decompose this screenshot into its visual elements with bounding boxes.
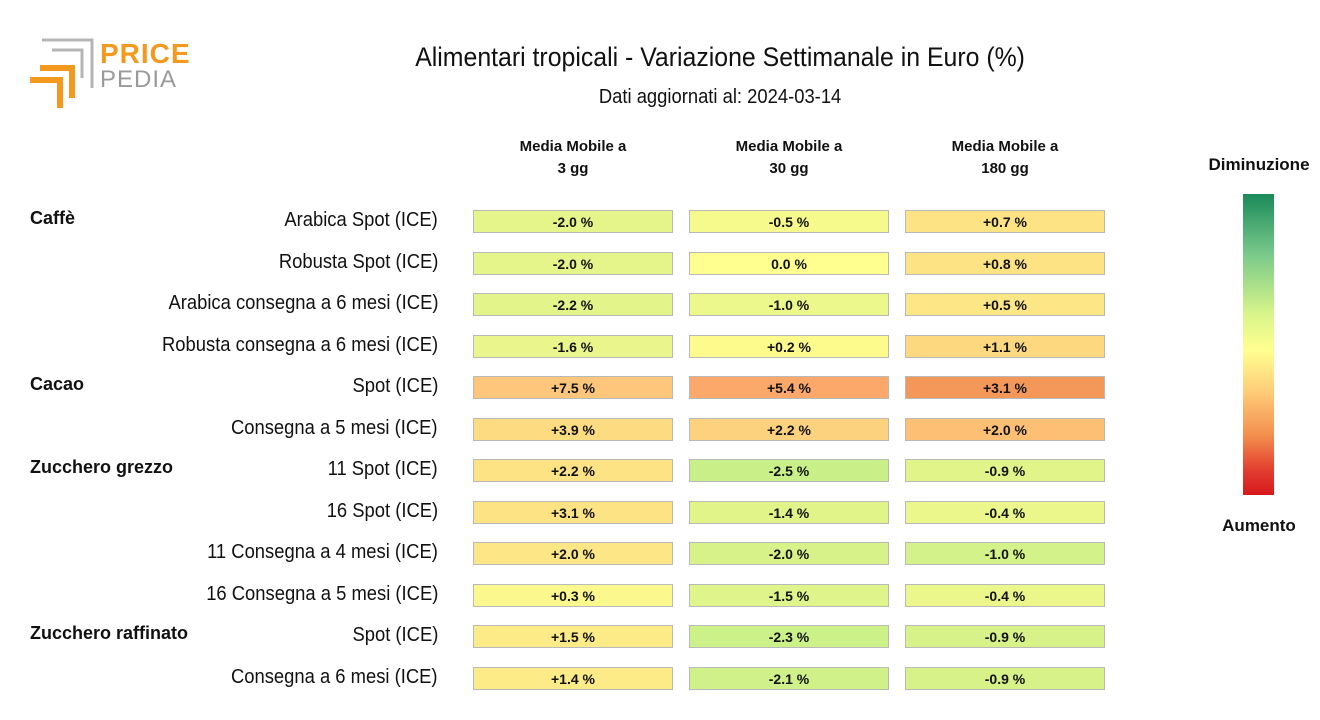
heatmap-cell: -0.9 % [905, 667, 1105, 690]
row-label: Arabica Spot (ICE) [284, 209, 438, 231]
heatmap-cell: +3.9 % [473, 418, 673, 441]
heatmap-cell: -0.5 % [689, 210, 889, 233]
column-header-3gg: Media Mobile a 3 gg [473, 136, 673, 180]
row-label: Robusta consegna a 6 mesi (ICE) [161, 334, 438, 356]
column-header-line: Media Mobile a [735, 138, 843, 155]
heatmap-cell: +3.1 % [473, 501, 673, 524]
heatmap-cell: +5.4 % [689, 376, 889, 399]
column-header-30gg: Media Mobile a 30 gg [689, 136, 889, 180]
row-label: 16 Spot (ICE) [326, 500, 438, 522]
heatmap-cell: -1.6 % [473, 335, 673, 358]
chart-subtitle: Dati aggiornati al: 2024-03-14 [598, 86, 842, 108]
group-label: Cacao [30, 374, 85, 394]
logo-text-price: PRICE [100, 38, 191, 69]
row-label: Spot (ICE) [352, 375, 438, 397]
pricepedia-logo [30, 38, 94, 108]
heatmap-cell: -0.4 % [905, 501, 1105, 524]
heatmap-cell: -2.0 % [473, 252, 673, 275]
column-header-line: 30 gg [769, 160, 809, 177]
row-label: Spot (ICE) [352, 624, 438, 646]
row-label: 16 Consegna a 5 mesi (ICE) [205, 583, 438, 605]
row-label: 11 Consegna a 4 mesi (ICE) [207, 541, 438, 563]
legend-label-increase: Aumento [1222, 516, 1296, 535]
heatmap-cell: -1.0 % [689, 293, 889, 316]
heatmap-cell: -2.3 % [689, 625, 889, 648]
legend-label-decrease: Diminuzione [1208, 155, 1310, 174]
heatmap-cell: +0.8 % [905, 252, 1105, 275]
heatmap-cell: +1.4 % [473, 667, 673, 690]
heatmap-cell: -0.9 % [905, 459, 1105, 482]
heatmap-cell: -2.0 % [689, 542, 889, 565]
heatmap-cell: -0.4 % [905, 584, 1105, 607]
heatmap-cell: +2.0 % [905, 418, 1105, 441]
heatmap-cell: -2.5 % [689, 459, 889, 482]
logo-text-pedia: PEDIA [100, 66, 178, 93]
heatmap-cell: -1.5 % [689, 584, 889, 607]
column-header-line: 3 gg [557, 160, 589, 177]
heatmap-cell: +0.5 % [905, 293, 1105, 316]
row-label: Robusta Spot (ICE) [278, 251, 438, 273]
group-label: Caffè [30, 208, 76, 228]
heatmap-cell: +0.7 % [905, 210, 1105, 233]
row-label: Consegna a 6 mesi (ICE) [231, 666, 438, 688]
row-label: 11 Spot (ICE) [327, 458, 438, 480]
heatmap-cell: +3.1 % [905, 376, 1105, 399]
group-label: Zucchero grezzo [30, 457, 174, 477]
chart-title: Alimentari tropicali - Variazione Settim… [415, 42, 1025, 72]
heatmap-cell: 0.0 % [689, 252, 889, 275]
heatmap-cell: -2.2 % [473, 293, 673, 316]
heatmap-cell: +0.3 % [473, 584, 673, 607]
heatmap-cell: +2.2 % [473, 459, 673, 482]
row-label: Consegna a 5 mesi (ICE) [231, 417, 438, 439]
column-header-180gg: Media Mobile a 180 gg [905, 136, 1105, 180]
heatmap-cell: +0.2 % [689, 335, 889, 358]
column-header-line: Media Mobile a [519, 138, 627, 155]
column-header-line: 180 gg [981, 160, 1029, 177]
heatmap-cell: -2.1 % [689, 667, 889, 690]
row-label: Arabica consegna a 6 mesi (ICE) [168, 292, 438, 314]
heatmap-cell: +1.1 % [905, 335, 1105, 358]
column-header-line: Media Mobile a [951, 138, 1059, 155]
heatmap-cell: +2.0 % [473, 542, 673, 565]
group-label: Zucchero raffinato [30, 623, 189, 643]
legend-colorbar [1243, 194, 1274, 495]
heatmap-cell: -2.0 % [473, 210, 673, 233]
heatmap-cell: -1.4 % [689, 501, 889, 524]
heatmap-cell: -0.9 % [905, 625, 1105, 648]
heatmap-cell: +1.5 % [473, 625, 673, 648]
heatmap-cell: +7.5 % [473, 376, 673, 399]
heatmap-cell: +2.2 % [689, 418, 889, 441]
heatmap-cell: -1.0 % [905, 542, 1105, 565]
